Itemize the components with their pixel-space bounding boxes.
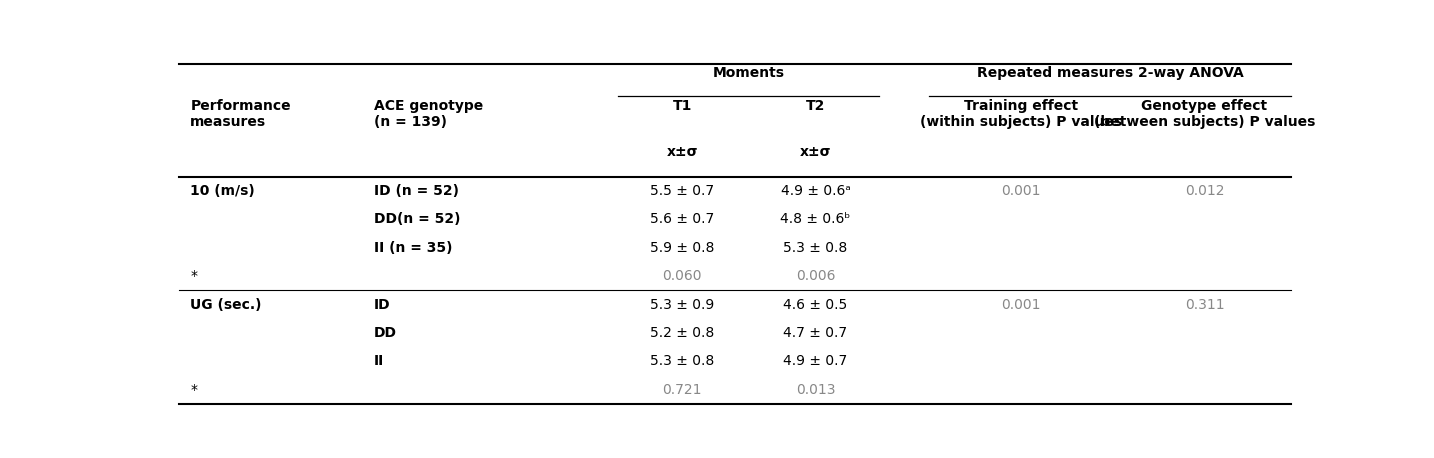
Text: x±σ: x±σ (667, 145, 698, 159)
Text: ACE genotype
(n = 139): ACE genotype (n = 139) (374, 99, 483, 129)
Text: 5.6 ± 0.7: 5.6 ± 0.7 (650, 212, 714, 226)
Text: 0.001: 0.001 (1001, 298, 1041, 311)
Text: Moments: Moments (713, 65, 784, 80)
Text: 0.311: 0.311 (1184, 298, 1225, 311)
Text: II (n = 35): II (n = 35) (374, 241, 452, 255)
Text: 5.2 ± 0.8: 5.2 ± 0.8 (650, 326, 714, 340)
Text: 4.8 ± 0.6ᵇ: 4.8 ± 0.6ᵇ (780, 212, 850, 226)
Text: *: * (191, 383, 198, 397)
Text: Genotype effect
(between subjects) P values: Genotype effect (between subjects) P val… (1094, 99, 1315, 129)
Text: 5.5 ± 0.7: 5.5 ± 0.7 (650, 184, 714, 198)
Text: 0.721: 0.721 (663, 383, 701, 397)
Text: 4.7 ± 0.7: 4.7 ± 0.7 (783, 326, 847, 340)
Text: DD(n = 52): DD(n = 52) (374, 212, 460, 226)
Text: 0.060: 0.060 (663, 269, 701, 283)
Text: 0.012: 0.012 (1184, 184, 1225, 198)
Text: 5.3 ± 0.8: 5.3 ± 0.8 (783, 241, 847, 255)
Text: 0.006: 0.006 (796, 269, 835, 283)
Text: Performance
measures: Performance measures (191, 99, 291, 129)
Text: ID (n = 52): ID (n = 52) (374, 184, 459, 198)
Text: *: * (191, 269, 198, 283)
Text: UG (sec.): UG (sec.) (191, 298, 262, 311)
Text: T2: T2 (806, 99, 825, 113)
Text: 5.3 ± 0.9: 5.3 ± 0.9 (650, 298, 714, 311)
Text: 4.9 ± 0.6ᵃ: 4.9 ± 0.6ᵃ (780, 184, 850, 198)
Text: Repeated measures 2-way ANOVA: Repeated measures 2-way ANOVA (977, 65, 1243, 80)
Text: 5.3 ± 0.8: 5.3 ± 0.8 (650, 354, 714, 368)
Text: 4.6 ± 0.5: 4.6 ± 0.5 (783, 298, 847, 311)
Text: DD: DD (374, 326, 397, 340)
Text: Training effect
(within subjects) P values: Training effect (within subjects) P valu… (921, 99, 1123, 129)
Text: II: II (374, 354, 384, 368)
Text: 0.013: 0.013 (796, 383, 835, 397)
Text: 5.9 ± 0.8: 5.9 ± 0.8 (650, 241, 714, 255)
Text: 10 (m/s): 10 (m/s) (191, 184, 255, 198)
Text: x±σ: x±σ (800, 145, 832, 159)
Text: ID: ID (374, 298, 390, 311)
Text: T1: T1 (673, 99, 691, 113)
Text: 0.001: 0.001 (1001, 184, 1041, 198)
Text: 4.9 ± 0.7: 4.9 ± 0.7 (783, 354, 847, 368)
